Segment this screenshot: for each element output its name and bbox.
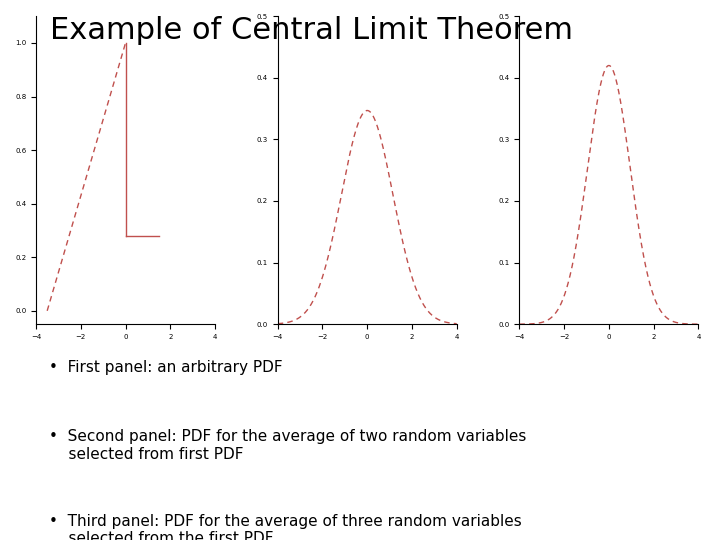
Text: N = 1: N = 1 (57, 0, 115, 3)
Text: Example of Central Limit Theorem: Example of Central Limit Theorem (50, 16, 573, 45)
Text: N = 2: N = 2 (298, 0, 357, 3)
Text: •  Third panel: PDF for the average of three random variables
    selected from : • Third panel: PDF for the average of th… (49, 514, 522, 540)
Text: N = 3: N = 3 (540, 0, 599, 3)
Text: •  Second panel: PDF for the average of two random variables
    selected from f: • Second panel: PDF for the average of t… (49, 429, 526, 462)
Text: •  First panel: an arbitrary PDF: • First panel: an arbitrary PDF (49, 360, 283, 375)
